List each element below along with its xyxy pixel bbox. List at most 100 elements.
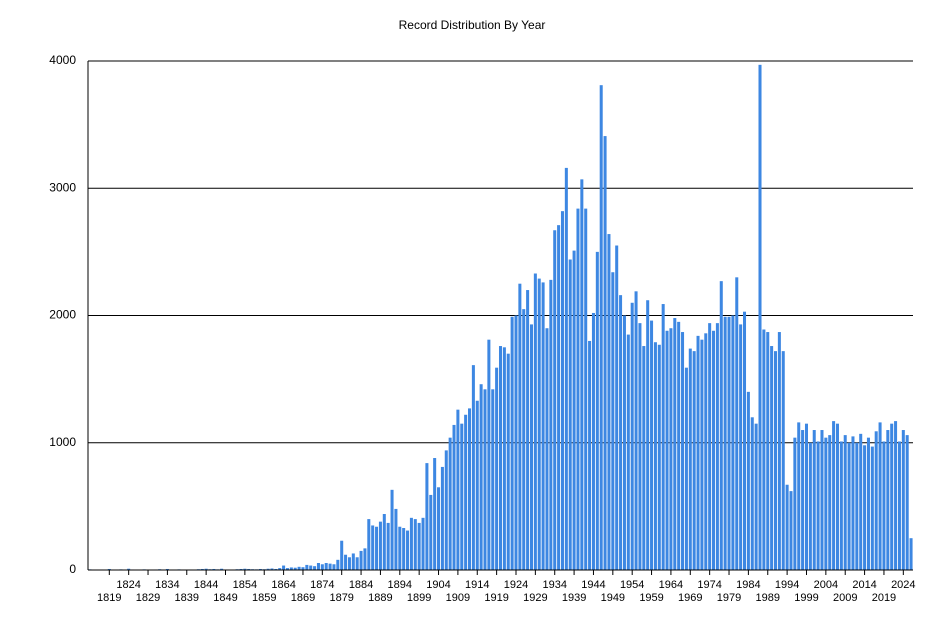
bar xyxy=(204,568,208,570)
bar xyxy=(557,225,561,570)
bar xyxy=(777,332,781,570)
bar xyxy=(278,568,282,570)
bar xyxy=(708,323,712,570)
x-tick-label: 1829 xyxy=(136,592,160,604)
x-tick-label: 1964 xyxy=(659,579,683,591)
bar xyxy=(773,351,778,570)
bar xyxy=(502,347,506,570)
bar xyxy=(882,441,886,570)
x-tick-label: 1929 xyxy=(523,592,547,604)
x-tick-label: 1844 xyxy=(194,579,218,591)
bar xyxy=(378,521,382,570)
bar xyxy=(549,279,553,570)
bar xyxy=(220,568,224,570)
bar xyxy=(684,367,688,570)
bar xyxy=(351,553,355,570)
x-tick-label: 1959 xyxy=(639,592,663,604)
bar xyxy=(603,136,607,570)
bar xyxy=(866,437,870,570)
bar xyxy=(340,540,344,570)
x-tick-label: 1874 xyxy=(310,579,334,591)
bar xyxy=(433,458,437,570)
bar xyxy=(127,568,131,570)
bar xyxy=(646,300,650,570)
bar xyxy=(456,409,460,570)
x-tick-label: 1839 xyxy=(175,592,199,604)
bar xyxy=(653,342,657,570)
bar xyxy=(816,441,820,570)
bar xyxy=(901,430,905,570)
bar xyxy=(584,208,588,571)
bar xyxy=(642,346,646,570)
bar xyxy=(762,329,766,570)
bar xyxy=(591,312,595,570)
bar xyxy=(413,519,417,570)
bar xyxy=(820,430,824,570)
bar xyxy=(607,234,611,570)
bar xyxy=(839,441,843,570)
bar xyxy=(386,522,390,570)
bar xyxy=(630,302,634,570)
bar xyxy=(665,330,669,570)
bar xyxy=(832,421,836,570)
x-tick-label: 1894 xyxy=(388,579,412,591)
bar xyxy=(863,445,867,570)
chart-title: Record Distribution By Year xyxy=(399,18,546,32)
bar xyxy=(754,423,758,570)
x-tick-label: 1849 xyxy=(213,592,237,604)
bar xyxy=(274,568,278,570)
x-tick-label: 1989 xyxy=(756,592,780,604)
x-tick-label: 1974 xyxy=(697,579,721,591)
bar xyxy=(870,446,874,570)
bar xyxy=(723,316,727,570)
bar xyxy=(712,330,716,570)
bar xyxy=(510,316,514,570)
x-tick-label: 1909 xyxy=(446,592,470,604)
bar xyxy=(363,548,367,570)
bar xyxy=(316,563,320,570)
bar xyxy=(897,441,901,570)
bar xyxy=(576,208,580,571)
bar xyxy=(743,311,747,570)
bar xyxy=(847,442,851,570)
bar xyxy=(355,557,359,570)
bar xyxy=(688,348,692,570)
bar xyxy=(258,568,262,570)
bar xyxy=(464,414,468,570)
bar xyxy=(909,538,913,570)
bar xyxy=(657,344,661,570)
bar xyxy=(371,525,375,570)
x-tick-label: 1914 xyxy=(465,579,489,591)
bar xyxy=(766,332,770,570)
x-tick-label: 1944 xyxy=(581,579,605,591)
bar xyxy=(313,566,317,570)
bar xyxy=(425,463,429,570)
bar xyxy=(681,332,685,570)
bar xyxy=(165,568,169,570)
bar xyxy=(568,259,572,570)
bar xyxy=(429,494,433,570)
bar xyxy=(382,514,386,570)
x-tick-label: 1969 xyxy=(678,592,702,604)
bar xyxy=(781,351,785,570)
bar xyxy=(495,367,499,570)
x-tick-label: 1919 xyxy=(484,592,508,604)
bar xyxy=(812,430,816,570)
bar xyxy=(541,282,545,570)
bar xyxy=(886,430,890,570)
bar xyxy=(588,340,592,570)
x-tick-label: 2009 xyxy=(833,592,857,604)
bar xyxy=(719,281,723,570)
bar xyxy=(336,559,340,570)
bar xyxy=(634,291,638,570)
bar xyxy=(437,487,441,570)
bar xyxy=(328,563,332,570)
bar xyxy=(804,423,808,570)
bar xyxy=(344,554,348,570)
bar xyxy=(572,250,576,571)
bar xyxy=(522,309,526,570)
bar xyxy=(638,323,642,570)
bar xyxy=(808,442,812,570)
bar xyxy=(545,328,549,570)
